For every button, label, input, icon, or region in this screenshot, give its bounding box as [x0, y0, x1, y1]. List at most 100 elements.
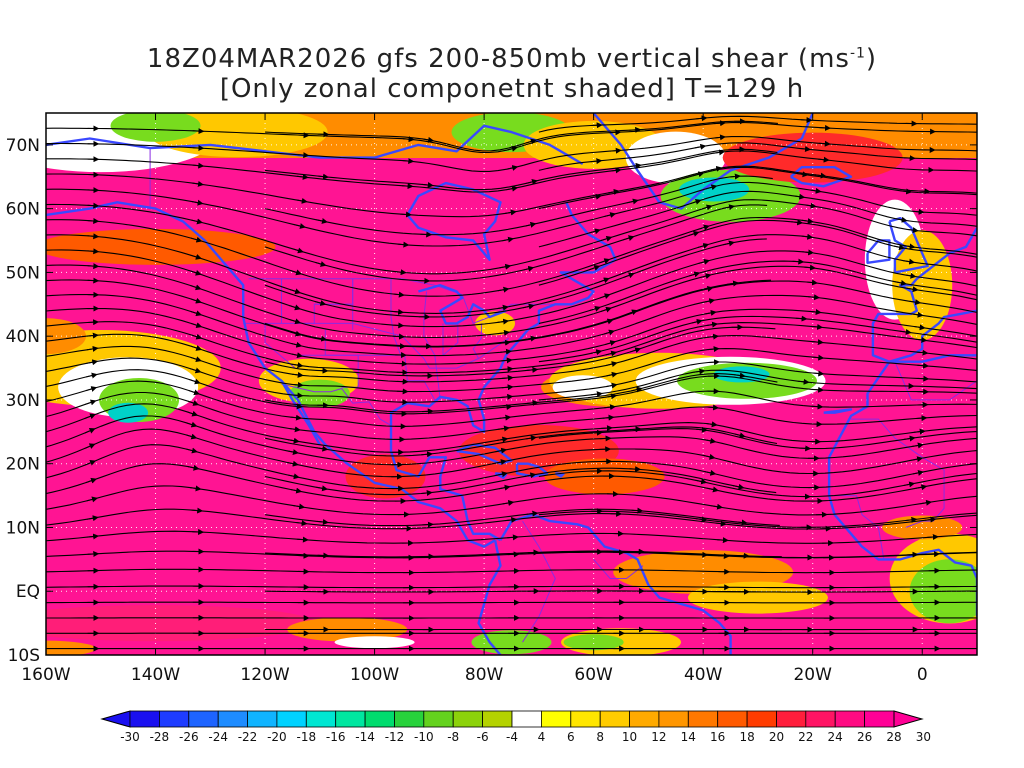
streamline-58-arrow [524, 221, 537, 228]
streamline-23-arrow [290, 341, 303, 348]
streamline-25-arrow [700, 273, 712, 280]
streamline-27-arrow [497, 304, 509, 311]
streamline-33-arrow [192, 145, 205, 152]
streamline-54-arrow [723, 240, 735, 247]
streamline-28-arrow [698, 224, 710, 231]
lat-label-40N: 40N [6, 327, 40, 347]
colorbar-label-9: -12 [385, 730, 405, 744]
streamline-57-arrow [900, 188, 913, 195]
streamline-14-arrow [288, 437, 300, 444]
streamline-58 [264, 175, 773, 236]
streamline-17-arrow [812, 386, 825, 393]
colorbar-label-7: -16 [326, 730, 346, 744]
streamline-9-arrow [711, 503, 724, 510]
streamline-22-arrow [501, 357, 513, 364]
coast-sa-north [499, 513, 732, 655]
colorbar-label-19: 14 [681, 730, 696, 744]
streamline-55-arrow [690, 198, 702, 205]
colorbar-label-2: -26 [179, 730, 199, 744]
streamline-51-arrow [792, 258, 805, 265]
streamline-20-arrow [190, 345, 203, 351]
title-close: ) [865, 44, 878, 74]
streamline-33-arrow [609, 147, 622, 154]
streamline-50-arrow [526, 366, 539, 373]
streamline-7-arrow [297, 536, 309, 543]
streamline-31-arrow [505, 209, 517, 216]
title-superscript: -1 [849, 45, 866, 62]
colorbar-swatch-10 [423, 710, 454, 728]
streamline-6-arrow [87, 550, 100, 557]
streamline-47-arrow [591, 391, 603, 398]
streamline-25-arrow [393, 333, 405, 340]
streamline-17-arrow [500, 404, 513, 410]
streamline-28-arrow [290, 269, 303, 276]
streamline-46 [264, 426, 778, 457]
streamline-32-arrow [401, 183, 414, 190]
streamline-58-arrow [627, 198, 639, 205]
colorbar-swatch-15 [570, 710, 601, 728]
streamline-11-arrow [85, 460, 97, 466]
coast-sa-west [477, 539, 502, 655]
streamline-7-arrow [717, 537, 729, 544]
colorbar-swatch-8 [364, 710, 395, 728]
streamline-62 [265, 120, 778, 152]
streamline-28-arrow [190, 236, 203, 243]
streamline-18-arrow [812, 370, 825, 377]
streamline-10-arrow [290, 487, 303, 494]
border-africa-1 [851, 418, 945, 528]
streamline-21-arrow [501, 366, 514, 373]
streamline-28-arrow [87, 218, 100, 224]
streamline-52-arrow [525, 335, 537, 342]
streamline-42-arrow [631, 507, 644, 514]
streamline-51-arrow [895, 279, 907, 286]
streamline-17-arrow [291, 403, 303, 410]
streamline-31-arrow [814, 172, 827, 179]
streamline-13-arrow [495, 447, 508, 454]
streamline-11-arrow [704, 469, 717, 476]
coast-central-america [389, 425, 502, 542]
streamline-49-arrow [795, 315, 808, 322]
colorbar-label-10: -10 [414, 730, 434, 744]
streamline-62-arrow [629, 126, 642, 133]
colorbar-left-arrow [100, 710, 131, 728]
streamline-56-arrow [315, 261, 327, 267]
streamline-33-arrow [506, 165, 519, 171]
colorbar-right-arrow [893, 710, 924, 728]
streamline-60-arrow [526, 178, 538, 185]
state-border-6 [423, 291, 441, 400]
lat-label-20N: 20N [6, 455, 40, 475]
streamline-44-arrow [316, 485, 329, 492]
coast-canaries [823, 408, 853, 414]
colorbar-swatch-5 [276, 710, 307, 728]
state-border-5 [390, 278, 403, 359]
streamline-14-arrow [914, 428, 926, 435]
streamline-49-arrow [900, 329, 912, 335]
streamline-23-arrow [703, 298, 716, 305]
colorbar-label-23: 22 [798, 730, 813, 744]
streamline-44 [264, 467, 777, 496]
streamline-52-arrow [727, 280, 740, 287]
map-frame [45, 112, 978, 656]
streamline-44-arrow [524, 472, 537, 479]
streamline-27-arrow [697, 242, 710, 249]
colorbar-swatch-20 [717, 710, 748, 728]
streamline-10-arrow [499, 484, 511, 491]
chart-title-line1: 18Z04MAR2026 gfs 200-850mb vertical shea… [0, 44, 1024, 74]
streamline-15-arrow [187, 400, 200, 406]
streamline-32-arrow [192, 162, 205, 169]
colorbar: -30 -28 -26 -24 -22 -20 -18 -16 -14 -12 -10 -8 -6 -4 4… [100, 710, 931, 744]
streamline-33-arrow [402, 158, 415, 165]
coast-arctic [46, 124, 584, 166]
shade-gold-eq-atl [687, 581, 828, 614]
streamline-46-arrow [316, 445, 329, 452]
colorbar-label-16: 8 [596, 730, 604, 744]
streamline-26-arrow [599, 293, 611, 300]
streamline-19-arrow [606, 371, 618, 378]
shade-red-ne [722, 132, 903, 183]
lon-label-140W: 140W [131, 665, 180, 685]
streamline-13-arrow [704, 437, 717, 444]
streamline-55-arrow [793, 193, 806, 200]
border-africa-3 [894, 361, 977, 401]
streamline-24-arrow [190, 297, 202, 304]
streamline-19-arrow [917, 362, 930, 369]
